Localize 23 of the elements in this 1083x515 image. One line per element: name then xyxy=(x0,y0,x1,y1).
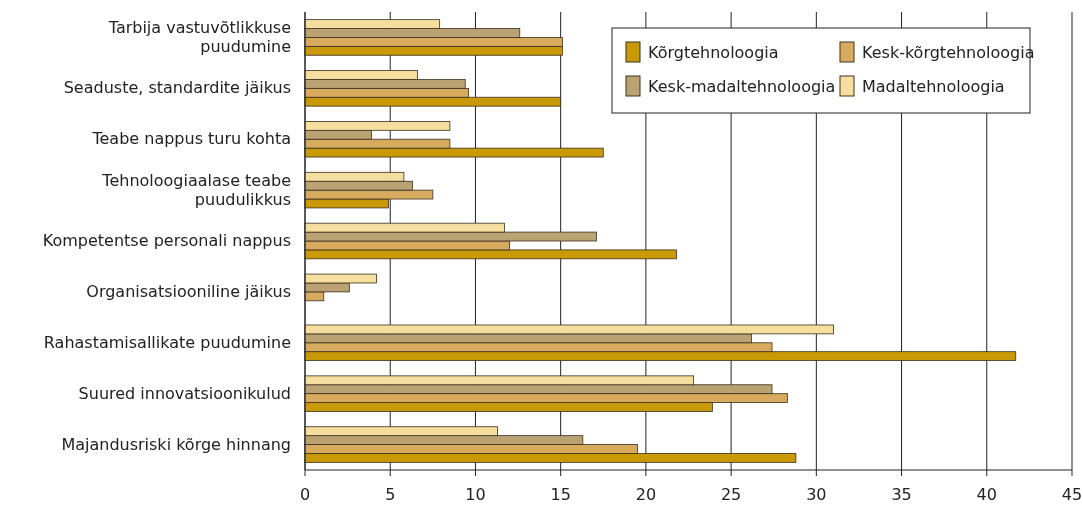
legend-label: Madaltehnoloogia xyxy=(862,77,1005,96)
x-tick-label: 25 xyxy=(720,485,742,504)
y-tick-label: Majandusriski kõrge hinnang xyxy=(61,434,291,454)
y-tick-label: Tarbija vastuvõtlikkuse puudumine xyxy=(107,17,291,56)
y-tick-label: Tehnoloogiaalase teabe puudulikkus xyxy=(101,170,291,209)
x-tick-label: 20 xyxy=(635,485,657,504)
y-tick-label: Teabe nappus turu kohta xyxy=(91,129,291,149)
x-tick-label: 40 xyxy=(976,485,997,504)
x-tick-label: 30 xyxy=(806,485,827,504)
legend-label: Kesk-madaltehnoloogia xyxy=(648,77,836,96)
y-tick-label: Rahastamisallikate puudumine xyxy=(43,332,291,352)
x-tick-label: 15 xyxy=(550,485,571,504)
x-tick-label: 0 xyxy=(299,485,311,504)
y-tick-label: Organisatsiooniline jäikus xyxy=(86,281,291,301)
y-tick-label: Kompetentse personali nappus xyxy=(42,231,291,250)
x-tick-label: 45 xyxy=(1061,485,1083,504)
legend-label: Kesk-kõrgtehnoloogia xyxy=(862,43,1035,62)
x-tick-label: 10 xyxy=(465,485,486,504)
y-tick-label: Seaduste, standardite jäikus xyxy=(63,78,291,98)
x-tick-label: 5 xyxy=(385,485,396,504)
x-tick-label: 35 xyxy=(891,485,912,504)
legend-label: Kõrgtehnoloogia xyxy=(648,43,779,62)
y-tick-label: Suured innovatsioonikulud xyxy=(78,383,291,403)
